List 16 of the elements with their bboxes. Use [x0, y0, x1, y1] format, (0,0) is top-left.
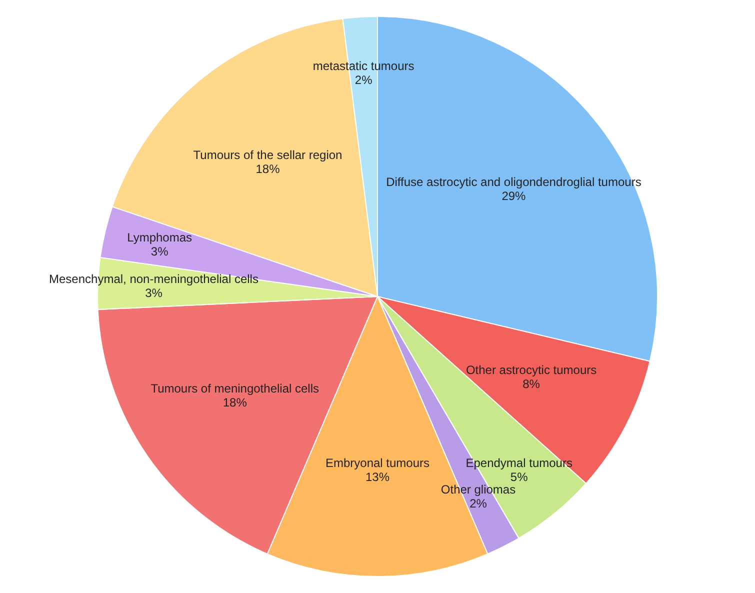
- data-label: 29%: [502, 188, 526, 203]
- data-label: 2%: [354, 72, 373, 87]
- data-label: 8%: [522, 376, 540, 391]
- data-label: 5%: [510, 470, 528, 484]
- slice-label: Other astrocytic tumours: [466, 362, 597, 377]
- data-label: 3%: [145, 286, 163, 300]
- slice-label: Mesenchymal, non-meningothelial cells: [49, 272, 258, 286]
- data-label: 2%: [470, 496, 488, 511]
- data-label: 13%: [365, 470, 390, 484]
- slice-label: Tumours of meningothelial cells: [150, 381, 320, 396]
- data-label: 3%: [150, 244, 169, 259]
- slice-label: Tumours of the sellar region: [193, 148, 342, 162]
- data-label: 18%: [256, 162, 280, 176]
- data-label: 18%: [222, 395, 248, 410]
- slice-label: Embryonal tumours: [325, 456, 430, 470]
- slice-label: Lymphomas: [127, 230, 192, 245]
